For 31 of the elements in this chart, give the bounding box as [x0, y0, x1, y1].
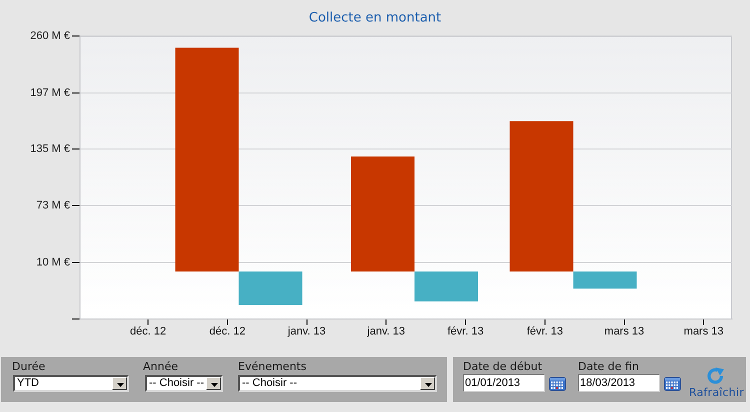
text: Date de début — [463, 360, 542, 373]
y-tick-label: 197 M € — [30, 87, 70, 100]
text-field: 01/01/2013 — [463, 374, 545, 392]
bar — [510, 121, 574, 272]
select-field: YTD — [13, 375, 129, 392]
chart-title: Collecte en montant — [308, 10, 442, 26]
text: Rafraîchir — [689, 386, 744, 399]
bar — [414, 271, 478, 302]
y-tick-label: 10 M € — [36, 256, 70, 268]
text: Année — [143, 360, 178, 373]
y-tick-label: 73 M € — [36, 199, 70, 212]
bar — [175, 48, 239, 272]
x-tick-label: févr. 13 — [526, 326, 563, 338]
y-tick-label: 260 M € — [30, 30, 70, 42]
x-tick-label: févr. 13 — [447, 326, 484, 338]
bar — [351, 156, 415, 272]
text: Evénements — [238, 360, 306, 373]
x-tick-label: janv. 13 — [286, 326, 326, 338]
bar — [238, 271, 302, 305]
bar — [573, 271, 637, 289]
text-field: 18/03/2013 — [578, 374, 660, 392]
x-tick-label: mars 13 — [684, 326, 724, 338]
x-tick-label: déc. 12 — [130, 326, 166, 338]
select-field: -- Choisir -- — [145, 375, 223, 392]
y-tick-label: 135 M € — [30, 143, 70, 156]
select-field: -- Choisir -- — [238, 375, 437, 392]
text: Durée — [12, 360, 46, 373]
x-tick-label: mars 13 — [604, 326, 644, 338]
x-tick-label: déc. 12 — [209, 326, 246, 338]
text: Date de fin — [578, 360, 639, 373]
x-tick-label: janv. 13 — [366, 326, 406, 338]
